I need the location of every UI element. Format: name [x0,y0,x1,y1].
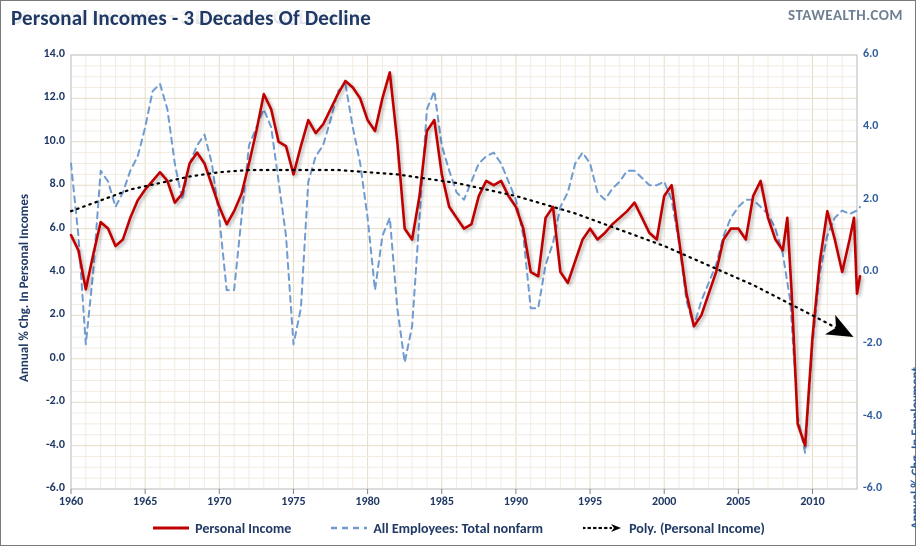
legend-swatch [153,521,189,535]
x-tick: 2010 [793,495,833,509]
y-left-tick: 0.0 [25,351,65,365]
legend-swatch [583,521,623,535]
y-left-tick: 8.0 [25,177,65,191]
y-right-axis-title: Annual % Chg. In Employment [909,367,916,529]
y-left-tick: -2.0 [25,394,65,408]
y-left-tick: 2.0 [25,307,65,321]
y-left-tick: 4.0 [25,264,65,278]
y-left-tick: -4.0 [25,438,65,452]
y-right-tick: -2.0 [863,336,882,350]
legend-swatch [331,521,367,535]
x-tick: 1965 [125,495,165,509]
y-left-tick: 10.0 [25,134,65,148]
y-left-tick: 12.0 [25,90,65,104]
y-left-tick: -6.0 [25,481,65,495]
x-tick: 1985 [422,495,462,509]
x-tick: 2005 [718,495,758,509]
y-left-tick: 6.0 [25,221,65,235]
x-tick: 1980 [348,495,388,509]
y-right-tick: 2.0 [863,192,878,206]
legend: Personal Income All Employees: Total nonf… [1,520,916,540]
x-tick: 1975 [273,495,313,509]
y-left-tick: 14.0 [25,47,65,61]
legend-label: All Employees: Total nonfarm [373,520,543,537]
chart-canvas [1,1,916,546]
y-right-tick: -4.0 [863,409,882,423]
legend-item: Poly. (Personal Income) [583,520,765,537]
x-tick: 1990 [496,495,536,509]
gridlines [71,55,857,489]
legend-item: All Employees: Total nonfarm [331,520,543,537]
x-tick: 1995 [570,495,610,509]
legend-label: Personal Income [195,520,291,537]
x-tick: 2000 [644,495,684,509]
x-tick: 1960 [51,495,91,509]
y-right-tick: 6.0 [863,47,878,61]
y-right-tick: 0.0 [863,264,878,278]
legend-item: Personal Income [153,520,291,537]
legend-label: Poly. (Personal Income) [629,520,765,537]
y-right-tick: -6.0 [863,481,882,495]
y-right-tick: 4.0 [863,119,878,133]
x-tick: 1970 [199,495,239,509]
